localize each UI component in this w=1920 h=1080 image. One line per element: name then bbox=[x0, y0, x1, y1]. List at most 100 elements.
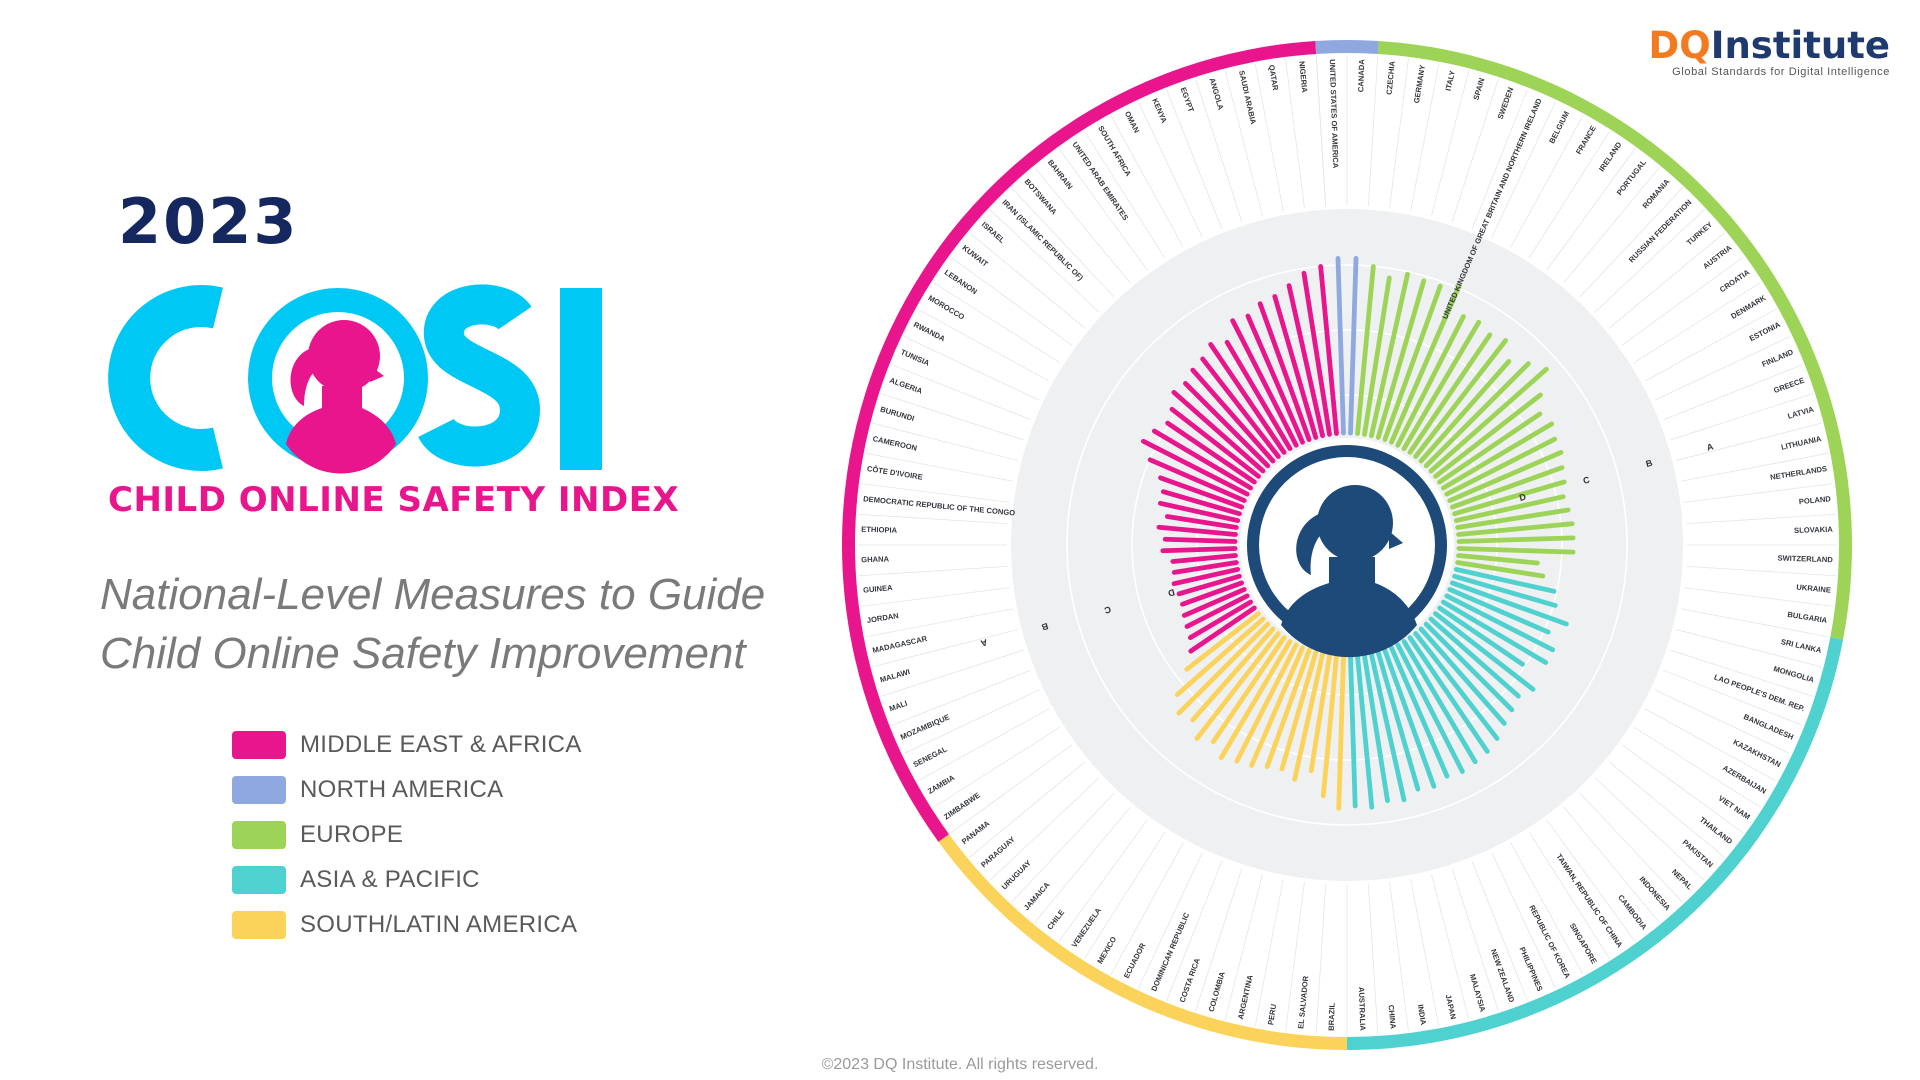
spoke-line bbox=[857, 565, 1008, 577]
spoke-line bbox=[1224, 874, 1263, 1020]
country-bar bbox=[1245, 313, 1305, 445]
spoke-line bbox=[950, 744, 1073, 834]
country-bar bbox=[1184, 593, 1250, 629]
spoke-line bbox=[1431, 874, 1470, 1020]
country-label: GHANA bbox=[861, 554, 890, 564]
spoke-line bbox=[950, 256, 1073, 346]
country-bar bbox=[1286, 283, 1325, 439]
country-bar bbox=[1362, 653, 1390, 804]
country-label: SAUDI ARABIA bbox=[1237, 70, 1258, 126]
country-bar bbox=[1433, 392, 1543, 479]
country-bar bbox=[1452, 479, 1567, 517]
country-label: UNITED STATES OF AMERICA bbox=[1328, 59, 1340, 169]
silhouette-body bbox=[1281, 557, 1417, 658]
country-bar bbox=[1355, 264, 1376, 436]
country-label: SINGAPORE bbox=[1568, 922, 1599, 966]
country-bar bbox=[1194, 631, 1281, 741]
country-label: MEXICO bbox=[1095, 935, 1118, 965]
country-label: MONGOLIA bbox=[1772, 664, 1815, 684]
spoke-line bbox=[1684, 587, 1834, 607]
country-bar bbox=[1395, 642, 1465, 774]
country-label: CÔTE D'IVOIRE bbox=[866, 464, 923, 482]
spoke-line bbox=[1680, 452, 1829, 482]
spoke-line bbox=[1491, 101, 1556, 238]
cosi-logo bbox=[108, 284, 602, 474]
country-label: GERMANY bbox=[1412, 64, 1427, 104]
country-label: NETHERLANDS bbox=[1770, 464, 1828, 482]
country-label: CHILE bbox=[1045, 908, 1066, 932]
country-label: JORDAN bbox=[866, 611, 899, 625]
country-label: URUGUAY bbox=[1000, 858, 1033, 891]
spoke-line bbox=[1084, 831, 1166, 959]
grade-label: B bbox=[1645, 458, 1654, 469]
grade-label: A bbox=[979, 637, 988, 648]
country-label: SPAIN bbox=[1471, 77, 1486, 101]
country-label: VENEZUELA bbox=[1070, 906, 1104, 950]
country-bar bbox=[1418, 626, 1507, 726]
grade-labels: D D C C B B A A bbox=[979, 441, 1715, 648]
region-ring-segment bbox=[1347, 637, 1844, 1050]
legend-swatch bbox=[232, 865, 286, 894]
country-label: MALAWI bbox=[879, 667, 911, 684]
country-bar bbox=[1200, 356, 1281, 459]
country-label: ZAMBIA bbox=[926, 773, 956, 796]
country-label: ROMANIA bbox=[1641, 177, 1672, 211]
country-label: AZERBAIJAN bbox=[1721, 763, 1768, 796]
country-label: MOZAMBIQUE bbox=[899, 712, 951, 741]
country-bar bbox=[1158, 475, 1245, 510]
country-bar bbox=[1190, 626, 1276, 723]
country-label: BOTSWANA bbox=[1023, 177, 1059, 217]
country-label: QATAR bbox=[1267, 64, 1280, 91]
spoke-line bbox=[1579, 792, 1683, 903]
country-bar bbox=[1157, 500, 1241, 523]
country-bar bbox=[1444, 593, 1556, 653]
country-bar bbox=[1447, 587, 1551, 635]
country-label: CAMEROON bbox=[872, 434, 918, 453]
country-label: EL SALVADOR bbox=[1296, 975, 1310, 1029]
country-bar bbox=[1455, 507, 1571, 530]
country-bar bbox=[1249, 645, 1305, 768]
country-bar bbox=[1165, 420, 1257, 485]
spoke-line bbox=[1662, 364, 1803, 421]
country-bar bbox=[1164, 514, 1239, 530]
country-bar bbox=[1230, 318, 1299, 448]
country-label: SOUTH AFRICA bbox=[1096, 124, 1133, 178]
country-bar bbox=[1162, 536, 1238, 544]
spoke-line bbox=[872, 422, 1018, 461]
country-label: FRANCE bbox=[1574, 124, 1598, 156]
legend-item-europe: EUROPE bbox=[232, 812, 582, 857]
country-label: NEW ZEALAND bbox=[1489, 948, 1517, 1004]
spoke-line bbox=[1633, 726, 1761, 808]
country-bar bbox=[1141, 438, 1250, 497]
spoke-line bbox=[989, 777, 1100, 881]
country-bar bbox=[1234, 642, 1299, 764]
country-bar bbox=[1210, 635, 1287, 745]
spoke-line bbox=[1594, 209, 1705, 313]
country-bar bbox=[1318, 264, 1339, 436]
country-label: PAKISTAN bbox=[1681, 838, 1715, 870]
spoke-line bbox=[1579, 187, 1683, 298]
country-bar bbox=[1264, 647, 1312, 769]
bars bbox=[1141, 255, 1576, 811]
country-bar bbox=[1160, 546, 1238, 554]
spoke-line bbox=[865, 452, 1014, 482]
region-ring-segment bbox=[1315, 40, 1379, 54]
region-ring-segment bbox=[938, 834, 1347, 1050]
child-silhouette-icon bbox=[1281, 485, 1417, 658]
spoke-line bbox=[860, 587, 1010, 607]
spoke-line bbox=[1285, 882, 1305, 1032]
country-label: GREECE bbox=[1772, 376, 1805, 395]
country-label: ALGERIA bbox=[888, 376, 924, 396]
country-bar bbox=[1156, 524, 1238, 537]
spoke-line bbox=[1058, 148, 1148, 271]
spoke-line bbox=[1510, 115, 1584, 248]
country-label: GUINEA bbox=[863, 583, 894, 595]
country-bar bbox=[1389, 645, 1450, 779]
country-bar bbox=[1444, 436, 1558, 497]
country-bar bbox=[1176, 621, 1271, 716]
country-label: ANGOLA bbox=[1208, 77, 1226, 112]
country-bar bbox=[1170, 553, 1238, 564]
legend-swatch bbox=[232, 910, 286, 939]
country-label: AUSTRALIA bbox=[1357, 987, 1367, 1032]
country-bar bbox=[1171, 560, 1239, 575]
